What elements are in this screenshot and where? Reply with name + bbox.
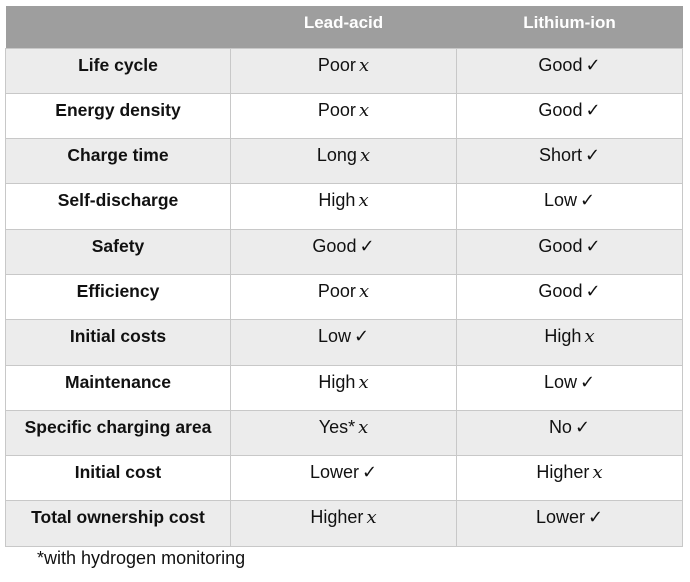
feature-cell: Self-discharge xyxy=(5,183,231,230)
cross-mark-icon: x xyxy=(359,145,371,167)
footnote: *with hydrogen monitoring xyxy=(37,548,246,568)
table-row: Energy density Poor x Good ✓ xyxy=(5,92,683,140)
table-header-row: Lead-acid Lithium-ion xyxy=(5,6,683,48)
check-mark-icon: ✓ xyxy=(585,235,601,257)
lead-acid-cell: Poor x xyxy=(230,47,457,94)
rating-text: High xyxy=(318,190,356,211)
check-mark-icon: ✓ xyxy=(585,280,601,302)
rating-text: Lower xyxy=(535,507,585,528)
cross-mark-icon: x xyxy=(358,54,370,76)
check-mark-icon: ✓ xyxy=(585,99,601,121)
rating-text: Poor xyxy=(317,280,356,301)
lead-acid-cell: Poor x xyxy=(230,273,457,321)
lithium-ion-cell: No ✓ xyxy=(456,409,683,457)
rating-text: Poor xyxy=(317,54,356,75)
table-row: Total ownership cost Higher x Lower ✓ xyxy=(5,500,683,547)
check-mark-icon: ✓ xyxy=(579,190,596,212)
lead-acid-cell: Poor x xyxy=(230,92,457,140)
check-mark-icon: ✓ xyxy=(584,145,601,167)
table-row: Charge time Long x Short ✓ xyxy=(5,138,683,185)
check-mark-icon: ✓ xyxy=(361,462,378,484)
check-mark-icon: ✓ xyxy=(579,371,596,393)
cross-mark-icon: x xyxy=(358,416,369,438)
rating-text: Higher xyxy=(310,507,364,528)
feature-cell: Total ownership cost xyxy=(5,500,231,547)
table-row: Efficiency Poor x Good ✓ xyxy=(5,273,683,321)
lithium-ion-cell: Good ✓ xyxy=(456,92,683,140)
feature-cell: Maintenance xyxy=(5,364,231,411)
cross-mark-icon: x xyxy=(358,371,369,393)
feature-cell: Specific charging area xyxy=(5,409,231,457)
table-row: Initial cost Lower ✓ Higher x xyxy=(5,455,683,502)
table-row: Specific charging area Yes* x No ✓ xyxy=(5,409,683,457)
rating-text: Good xyxy=(538,280,583,301)
rating-text: High xyxy=(544,326,582,347)
table-row: Life cycle Poor x Good ✓ xyxy=(5,47,683,94)
check-mark-icon: ✓ xyxy=(585,54,601,76)
rating-text: Good xyxy=(538,54,583,75)
check-mark-icon: ✓ xyxy=(353,326,370,348)
check-mark-icon: ✓ xyxy=(587,507,604,529)
check-mark-icon: ✓ xyxy=(359,235,375,257)
rating-text: No xyxy=(548,416,572,437)
lead-acid-cell: Low ✓ xyxy=(230,319,457,366)
lead-acid-cell: Lower ✓ xyxy=(230,455,457,502)
check-mark-icon: ✓ xyxy=(574,416,591,438)
lithium-ion-cell: Low ✓ xyxy=(456,183,683,230)
rating-text: High xyxy=(318,371,356,392)
feature-cell: Energy density xyxy=(5,92,231,140)
rating-text: Good xyxy=(312,235,357,256)
cross-mark-icon: x xyxy=(358,280,370,302)
comparison-table-wrapper: Lead-acid Lithium-ion Life cycle Poor x Goo… xyxy=(5,6,683,547)
rating-text: Higher xyxy=(536,462,590,483)
rating-text: Lower xyxy=(309,462,359,483)
header-feature xyxy=(6,6,231,48)
header-lithium-ion: Lithium-ion xyxy=(523,13,616,32)
lead-acid-cell: Higher x xyxy=(230,500,457,547)
cross-mark-icon: x xyxy=(358,190,369,212)
table-row: Safety Good ✓ Good ✓ xyxy=(5,228,683,275)
cross-mark-icon: x xyxy=(358,99,370,121)
feature-cell: Initial cost xyxy=(5,455,231,502)
lithium-ion-cell: Lower ✓ xyxy=(456,500,683,547)
lithium-ion-cell: Good ✓ xyxy=(456,228,683,275)
rating-text: Good xyxy=(538,235,583,256)
feature-cell: Life cycle xyxy=(5,47,231,94)
table-body: Life cycle Poor x Good ✓ Energy density Poor x G… xyxy=(5,47,683,547)
battery-comparison-table: Lead-acid Lithium-ion Life cycle Poor x Goo… xyxy=(5,6,683,547)
table-row: Maintenance High x Low ✓ xyxy=(5,364,683,411)
rating-text: Long xyxy=(316,145,357,166)
lead-acid-cell: High x xyxy=(230,183,457,230)
lithium-ion-cell: Low ✓ xyxy=(456,364,683,411)
lithium-ion-cell: Good ✓ xyxy=(456,47,683,94)
cross-mark-icon: x xyxy=(584,326,595,348)
rating-text: Low xyxy=(543,371,577,392)
cross-mark-icon: x xyxy=(366,507,377,529)
feature-cell: Charge time xyxy=(5,138,231,185)
lead-acid-cell: Long x xyxy=(230,138,457,185)
rating-text: Short xyxy=(538,145,582,166)
header-lead-acid: Lead-acid xyxy=(303,13,384,32)
feature-cell: Safety xyxy=(5,228,231,275)
rating-text: Low xyxy=(317,326,351,347)
table-row: Self-discharge High x Low ✓ xyxy=(5,183,683,230)
feature-cell: Efficiency xyxy=(5,273,231,321)
lithium-ion-cell: Higher x xyxy=(456,455,683,502)
rating-text: Yes* xyxy=(318,416,356,437)
rating-text: Poor xyxy=(317,99,356,120)
lithium-ion-cell: High x xyxy=(456,319,683,366)
lead-acid-cell: High x xyxy=(230,364,457,411)
cross-mark-icon: x xyxy=(592,462,603,484)
rating-text: Good xyxy=(538,99,583,120)
feature-cell: Initial costs xyxy=(5,319,231,366)
lead-acid-cell: Yes* x xyxy=(230,409,457,457)
table-row: Initial costs Low ✓ High x xyxy=(5,319,683,366)
lithium-ion-cell: Short ✓ xyxy=(456,138,683,185)
lithium-ion-cell: Good ✓ xyxy=(456,273,683,321)
lead-acid-cell: Good ✓ xyxy=(230,228,457,275)
rating-text: Low xyxy=(543,190,577,211)
